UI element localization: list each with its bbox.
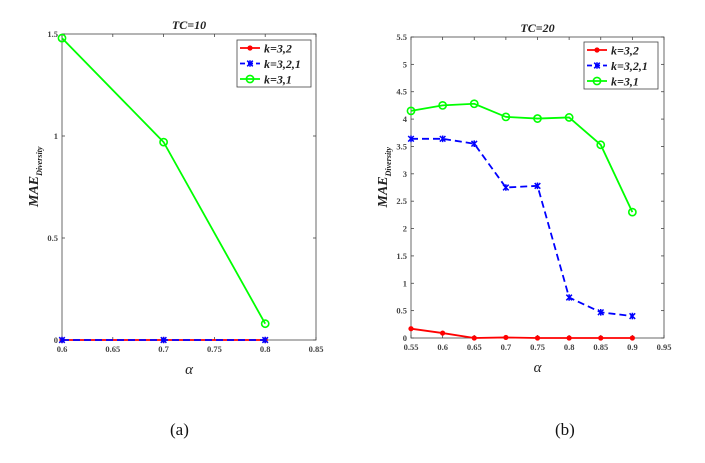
x-tick-label: 0.85: [309, 344, 324, 354]
legend-marker: [246, 60, 254, 67]
y-tick-label: 1: [54, 131, 58, 141]
x-tick-label: 0.8: [260, 344, 271, 354]
legend-label: k=3,2: [611, 44, 639, 58]
legend-marker: [592, 76, 602, 86]
x-tick-label: 0.8: [564, 342, 575, 352]
data-point: [407, 135, 415, 143]
x-axis-label: α: [534, 360, 543, 376]
y-tick-label: 3: [403, 169, 407, 179]
y-tick-label: 0.5: [47, 233, 58, 243]
y-tick-label: 4.5: [396, 87, 407, 97]
y-tick-label: 4: [403, 114, 408, 124]
data-point: [533, 114, 542, 123]
y-tick-label: 1.5: [396, 251, 407, 261]
x-tick-label: 0.75: [530, 342, 545, 352]
data-point: [440, 330, 446, 336]
series-k=3,2: [408, 326, 635, 341]
x-tick-label: 0.65: [467, 342, 482, 352]
series-k=3,2,1: [407, 135, 636, 320]
chart-title: TC=20: [520, 21, 554, 35]
legend-label: k=3,2: [264, 42, 292, 56]
series-k=3,1: [406, 99, 637, 217]
series-line: [61, 37, 266, 325]
legend-marker: [594, 47, 600, 53]
data-point: [597, 308, 605, 316]
series-line: [410, 102, 634, 213]
data-point: [502, 184, 510, 191]
data-point: [406, 106, 416, 116]
legend: k=3,2k=3,2,1 k=3,1: [583, 41, 659, 90]
legend-marker: [247, 45, 253, 51]
y-tick-label: 0: [54, 335, 58, 345]
legend-label: k=3,1: [264, 73, 292, 87]
y-tick-label: 5.5: [396, 32, 407, 42]
y-axis-label: MAEDiversity: [376, 147, 393, 209]
series-line: [411, 137, 633, 318]
series-k=3,1: [57, 33, 270, 329]
data-point: [565, 294, 573, 301]
x-tick-label: 0.95: [657, 342, 672, 352]
x-tick-label: 0.65: [105, 344, 120, 354]
series-k=3,2,1: [58, 336, 269, 344]
y-tick-label: 2.5: [396, 196, 407, 206]
data-point: [408, 326, 414, 332]
data-point: [58, 336, 66, 344]
data-point: [160, 336, 167, 344]
y-axis-label: MAEDiversity: [27, 146, 44, 208]
legend: k=3,2k=3,2,1 k=3,1: [236, 39, 312, 88]
data-point: [470, 140, 478, 148]
data-point: [564, 113, 574, 122]
y-axis-label-subscript: Diversity: [35, 146, 44, 177]
legend-label: k=3,1: [611, 75, 639, 89]
x-tick-label: 0.7: [158, 344, 169, 354]
y-tick-label: 1: [403, 278, 407, 288]
y-tick-label: 0.5: [396, 306, 407, 316]
y-tick-label: 0: [403, 333, 407, 343]
data-point: [471, 335, 477, 341]
data-point: [534, 335, 541, 341]
y-axis-label-subscript: Diversity: [384, 147, 393, 178]
data-point: [159, 137, 168, 147]
series-line: [410, 327, 633, 339]
x-tick-label: 0.85: [593, 342, 608, 352]
x-tick-label: 0.6: [57, 344, 68, 354]
y-tick-label: 1.5: [47, 29, 58, 39]
y-tick-label: 5: [403, 59, 407, 69]
x-tick-label: 0.7: [501, 342, 512, 352]
data-point: [534, 182, 541, 190]
data-point: [596, 140, 606, 150]
data-point: [627, 207, 637, 217]
data-point: [503, 334, 509, 341]
chart-panel-0: 0.6 0.65 0.7 0.75 0.8 0.85 0 0.5 1 1.5 TC=10 α MAEDi…: [27, 18, 323, 378]
chart-panel-1: 0.55 0.6 0.65 0.7 0.75 0.8 0.85 0.9 0.95 0 0.5 1 1.5…: [376, 21, 671, 376]
data-point: [469, 99, 479, 109]
legend-marker: [245, 74, 255, 84]
data-point: [439, 135, 446, 143]
legend-label: k=3,2,1: [611, 59, 648, 73]
x-tick-label: 0.9: [627, 342, 638, 352]
legend-label: k=3,2,1: [264, 57, 301, 71]
chart-title: TC=10: [172, 18, 206, 32]
data-point: [260, 319, 270, 329]
data-point: [598, 335, 604, 341]
caption-b: (b): [555, 420, 575, 439]
x-tick-label: 0.55: [404, 342, 419, 352]
data-point: [261, 336, 269, 344]
data-point: [57, 33, 67, 43]
x-tick-label: 0.6: [437, 342, 448, 352]
x-tick-label: 0.75: [207, 344, 222, 354]
x-axis-label: α: [185, 362, 194, 378]
data-point: [438, 101, 448, 110]
data-point: [566, 335, 572, 341]
y-tick-label: 2: [403, 224, 407, 234]
legend-marker: [593, 62, 601, 69]
data-point: [629, 335, 635, 341]
data-point: [629, 312, 636, 320]
caption-a: (a): [170, 420, 189, 439]
data-point: [501, 112, 511, 122]
y-tick-label: 3.5: [396, 141, 407, 151]
